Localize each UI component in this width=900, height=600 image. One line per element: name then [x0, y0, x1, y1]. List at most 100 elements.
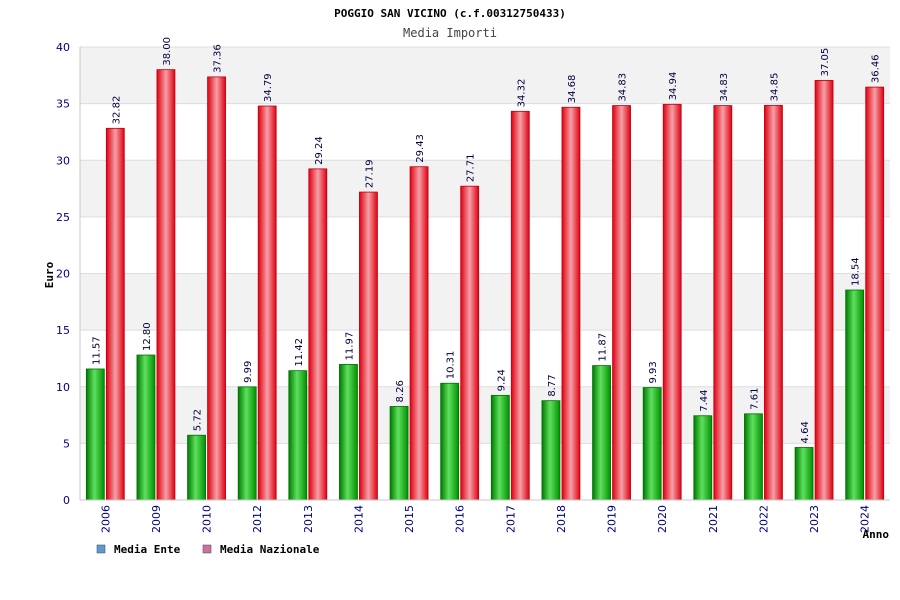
bar-media-nazionale: [764, 104, 783, 501]
bar-media-nazionale: [561, 106, 581, 501]
bar-media-nazionale: [105, 127, 125, 501]
bar-media-ente: [845, 289, 865, 501]
y-tick-label: 20: [56, 268, 70, 281]
bar-media-ente: [187, 434, 206, 501]
data-label-media-nazionale: 37.05: [820, 48, 831, 77]
data-label-media-ente: 7.61: [749, 388, 760, 410]
legend: Media Ente Media Nazionale: [96, 543, 320, 556]
bar-media-ente: [288, 370, 308, 501]
bar-media-ente: [237, 386, 257, 501]
data-label-media-nazionale: 34.79: [263, 73, 274, 102]
bar-media-nazionale: [207, 76, 226, 501]
data-label-media-ente: 7.44: [699, 389, 710, 411]
data-label-media-ente: 4.64: [800, 421, 811, 443]
y-tick-label: 0: [63, 494, 70, 507]
data-label-media-nazionale: 34.85: [769, 73, 780, 102]
bar-media-nazionale: [510, 110, 530, 501]
bar-media-nazionale: [359, 191, 378, 501]
y-tick-label: 25: [56, 211, 70, 224]
data-label-media-nazionale: 29.43: [415, 134, 426, 163]
bar-media-nazionale: [814, 80, 834, 501]
data-label-media-ente: 12.80: [142, 322, 153, 351]
y-tick-label: 35: [56, 98, 70, 111]
x-tick-label: 2021: [707, 505, 720, 533]
x-tick-label: 2012: [251, 505, 264, 533]
data-label-media-ente: 11.97: [344, 332, 355, 361]
bar-media-nazionale: [865, 86, 885, 501]
y-tick-label: 40: [56, 41, 70, 54]
data-label-media-nazionale: 34.83: [719, 73, 730, 102]
x-tick-label: 2023: [808, 505, 821, 533]
bar-media-ente: [693, 415, 713, 501]
bar-media-ente: [744, 413, 763, 501]
data-label-media-nazionale: 29.24: [314, 136, 325, 165]
x-tick-label: 2017: [504, 505, 517, 533]
bar-media-ente: [85, 368, 105, 501]
chart-title: POGGIO SAN VICINO (c.f.00312750433): [334, 7, 566, 20]
data-label-media-nazionale: 34.32: [516, 79, 527, 108]
data-label-media-nazionale: 32.82: [111, 96, 122, 125]
y-tick-label: 30: [56, 154, 70, 167]
x-tick-label: 2010: [201, 505, 214, 533]
x-tick-label: 2018: [555, 505, 568, 533]
y-tick-label: 15: [56, 324, 70, 337]
data-label-media-nazionale: 36.46: [871, 54, 882, 83]
data-label-media-ente: 18.54: [851, 257, 862, 286]
legend-swatch-media-nazionale: [202, 544, 212, 554]
plot-area: 0 5 10 15 20 25 30 35 40 11.57 32.82 12.80 38.00 5.7…: [56, 37, 890, 533]
data-label-media-ente: 11.87: [598, 333, 609, 362]
data-label-media-nazionale: 34.68: [567, 75, 578, 104]
x-tick-label: 2009: [150, 505, 163, 533]
data-label-media-nazionale: 34.94: [668, 72, 679, 101]
legend-label-media-nazionale: Media Nazionale: [220, 543, 320, 556]
data-label-media-nazionale: 37.36: [213, 44, 224, 73]
x-tick-label: 2020: [656, 505, 669, 533]
x-tick-label: 2019: [606, 505, 619, 533]
bar-media-ente: [592, 365, 611, 501]
bar-media-ente: [794, 447, 814, 501]
bar-media-nazionale: [156, 69, 176, 501]
x-tick-label: 2013: [302, 505, 315, 533]
data-label-media-nazionale: 38.00: [162, 37, 173, 66]
bar-media-nazionale: [612, 105, 631, 501]
data-label-media-ente: 11.42: [294, 338, 305, 367]
bar-media-nazionale: [257, 105, 277, 501]
bar-media-nazionale: [308, 168, 328, 501]
x-tick-label: 2014: [352, 505, 365, 533]
bar-media-ente: [642, 387, 662, 501]
data-label-media-nazionale: 34.83: [618, 73, 629, 102]
bar-media-nazionale: [662, 103, 682, 501]
bar-media-ente: [490, 394, 510, 501]
data-label-media-ente: 9.93: [648, 361, 659, 383]
bar-media-nazionale: [409, 166, 429, 501]
data-label-media-ente: 9.24: [496, 369, 507, 391]
x-tick-label: 2015: [403, 505, 416, 533]
legend-swatch-media-ente: [96, 544, 106, 554]
x-tick-label: 2006: [99, 505, 112, 533]
y-tick-label: 10: [56, 381, 70, 394]
x-tick-label: 2024: [859, 505, 872, 533]
x-tick-label: 2016: [454, 505, 467, 533]
x-tick-label: 2022: [757, 505, 770, 533]
legend-label-media-ente: Media Ente: [114, 543, 181, 556]
bar-media-ente: [389, 406, 409, 501]
data-label-media-ente: 11.57: [91, 336, 102, 365]
data-label-media-nazionale: 27.71: [466, 154, 477, 183]
data-label-media-ente: 8.26: [395, 380, 406, 402]
bar-media-ente: [136, 354, 156, 501]
data-label-media-ente: 8.77: [547, 374, 558, 396]
x-axis-label: Anno: [863, 528, 890, 541]
data-label-media-ente: 10.31: [446, 351, 457, 380]
y-tick-label: 5: [63, 437, 70, 450]
y-axis-label: Euro: [43, 261, 56, 288]
data-label-media-ente: 5.72: [193, 409, 204, 431]
bar-media-ente: [541, 400, 561, 501]
bar-media-ente: [440, 382, 460, 501]
data-label-media-ente: 9.99: [243, 361, 254, 383]
chart-subtitle: Media Importi: [403, 26, 497, 40]
data-label-media-nazionale: 27.19: [364, 159, 375, 188]
bar-media-nazionale: [713, 105, 733, 501]
bar-media-ente: [339, 364, 358, 501]
bar-media-nazionale: [460, 185, 480, 501]
